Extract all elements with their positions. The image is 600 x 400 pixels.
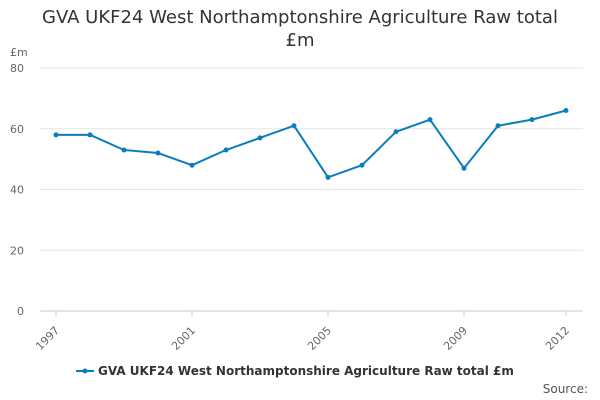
data-point: [53, 132, 59, 138]
chart-title-line-1: GVA UKF24 West Northamptonshire Agricult…: [42, 7, 558, 28]
series-line: [56, 109, 567, 179]
x-tick-label: 2001: [169, 324, 198, 353]
chart-title: GVA UKF24 West Northamptonshire Agricult…: [0, 6, 600, 52]
y-axis-unit-label: £m: [10, 46, 28, 59]
data-point: [291, 123, 297, 129]
legend-label: GVA UKF24 West Northamptonshire Agricult…: [98, 364, 514, 378]
data-point: [223, 147, 229, 153]
data-point: [121, 147, 127, 153]
y-tick-label: 60: [10, 123, 24, 136]
data-point: [87, 132, 93, 138]
data-point: [359, 162, 365, 168]
data-point: [257, 135, 263, 141]
data-point: [189, 162, 195, 168]
x-tick-label: 2005: [305, 324, 334, 353]
data-point: [325, 174, 331, 180]
y-tick-label: 0: [17, 305, 24, 318]
data-point: [155, 150, 161, 156]
legend-marker-icon: [82, 368, 88, 374]
data-point: [495, 123, 501, 129]
x-tick-label: 2012: [543, 324, 572, 353]
y-tick-label: 20: [10, 244, 24, 257]
y-tick-label: 80: [10, 62, 24, 75]
x-tick-label: 1997: [33, 324, 62, 353]
data-point: [563, 108, 569, 114]
data-point: [393, 129, 399, 135]
source-label: Source:: [542, 382, 588, 396]
chart-title-line-2: £m: [285, 30, 315, 51]
data-point: [427, 117, 433, 123]
x-tick-label: 2009: [441, 324, 470, 353]
data-point: [461, 165, 467, 171]
data-point: [529, 117, 535, 123]
y-tick-label: 40: [10, 184, 24, 197]
